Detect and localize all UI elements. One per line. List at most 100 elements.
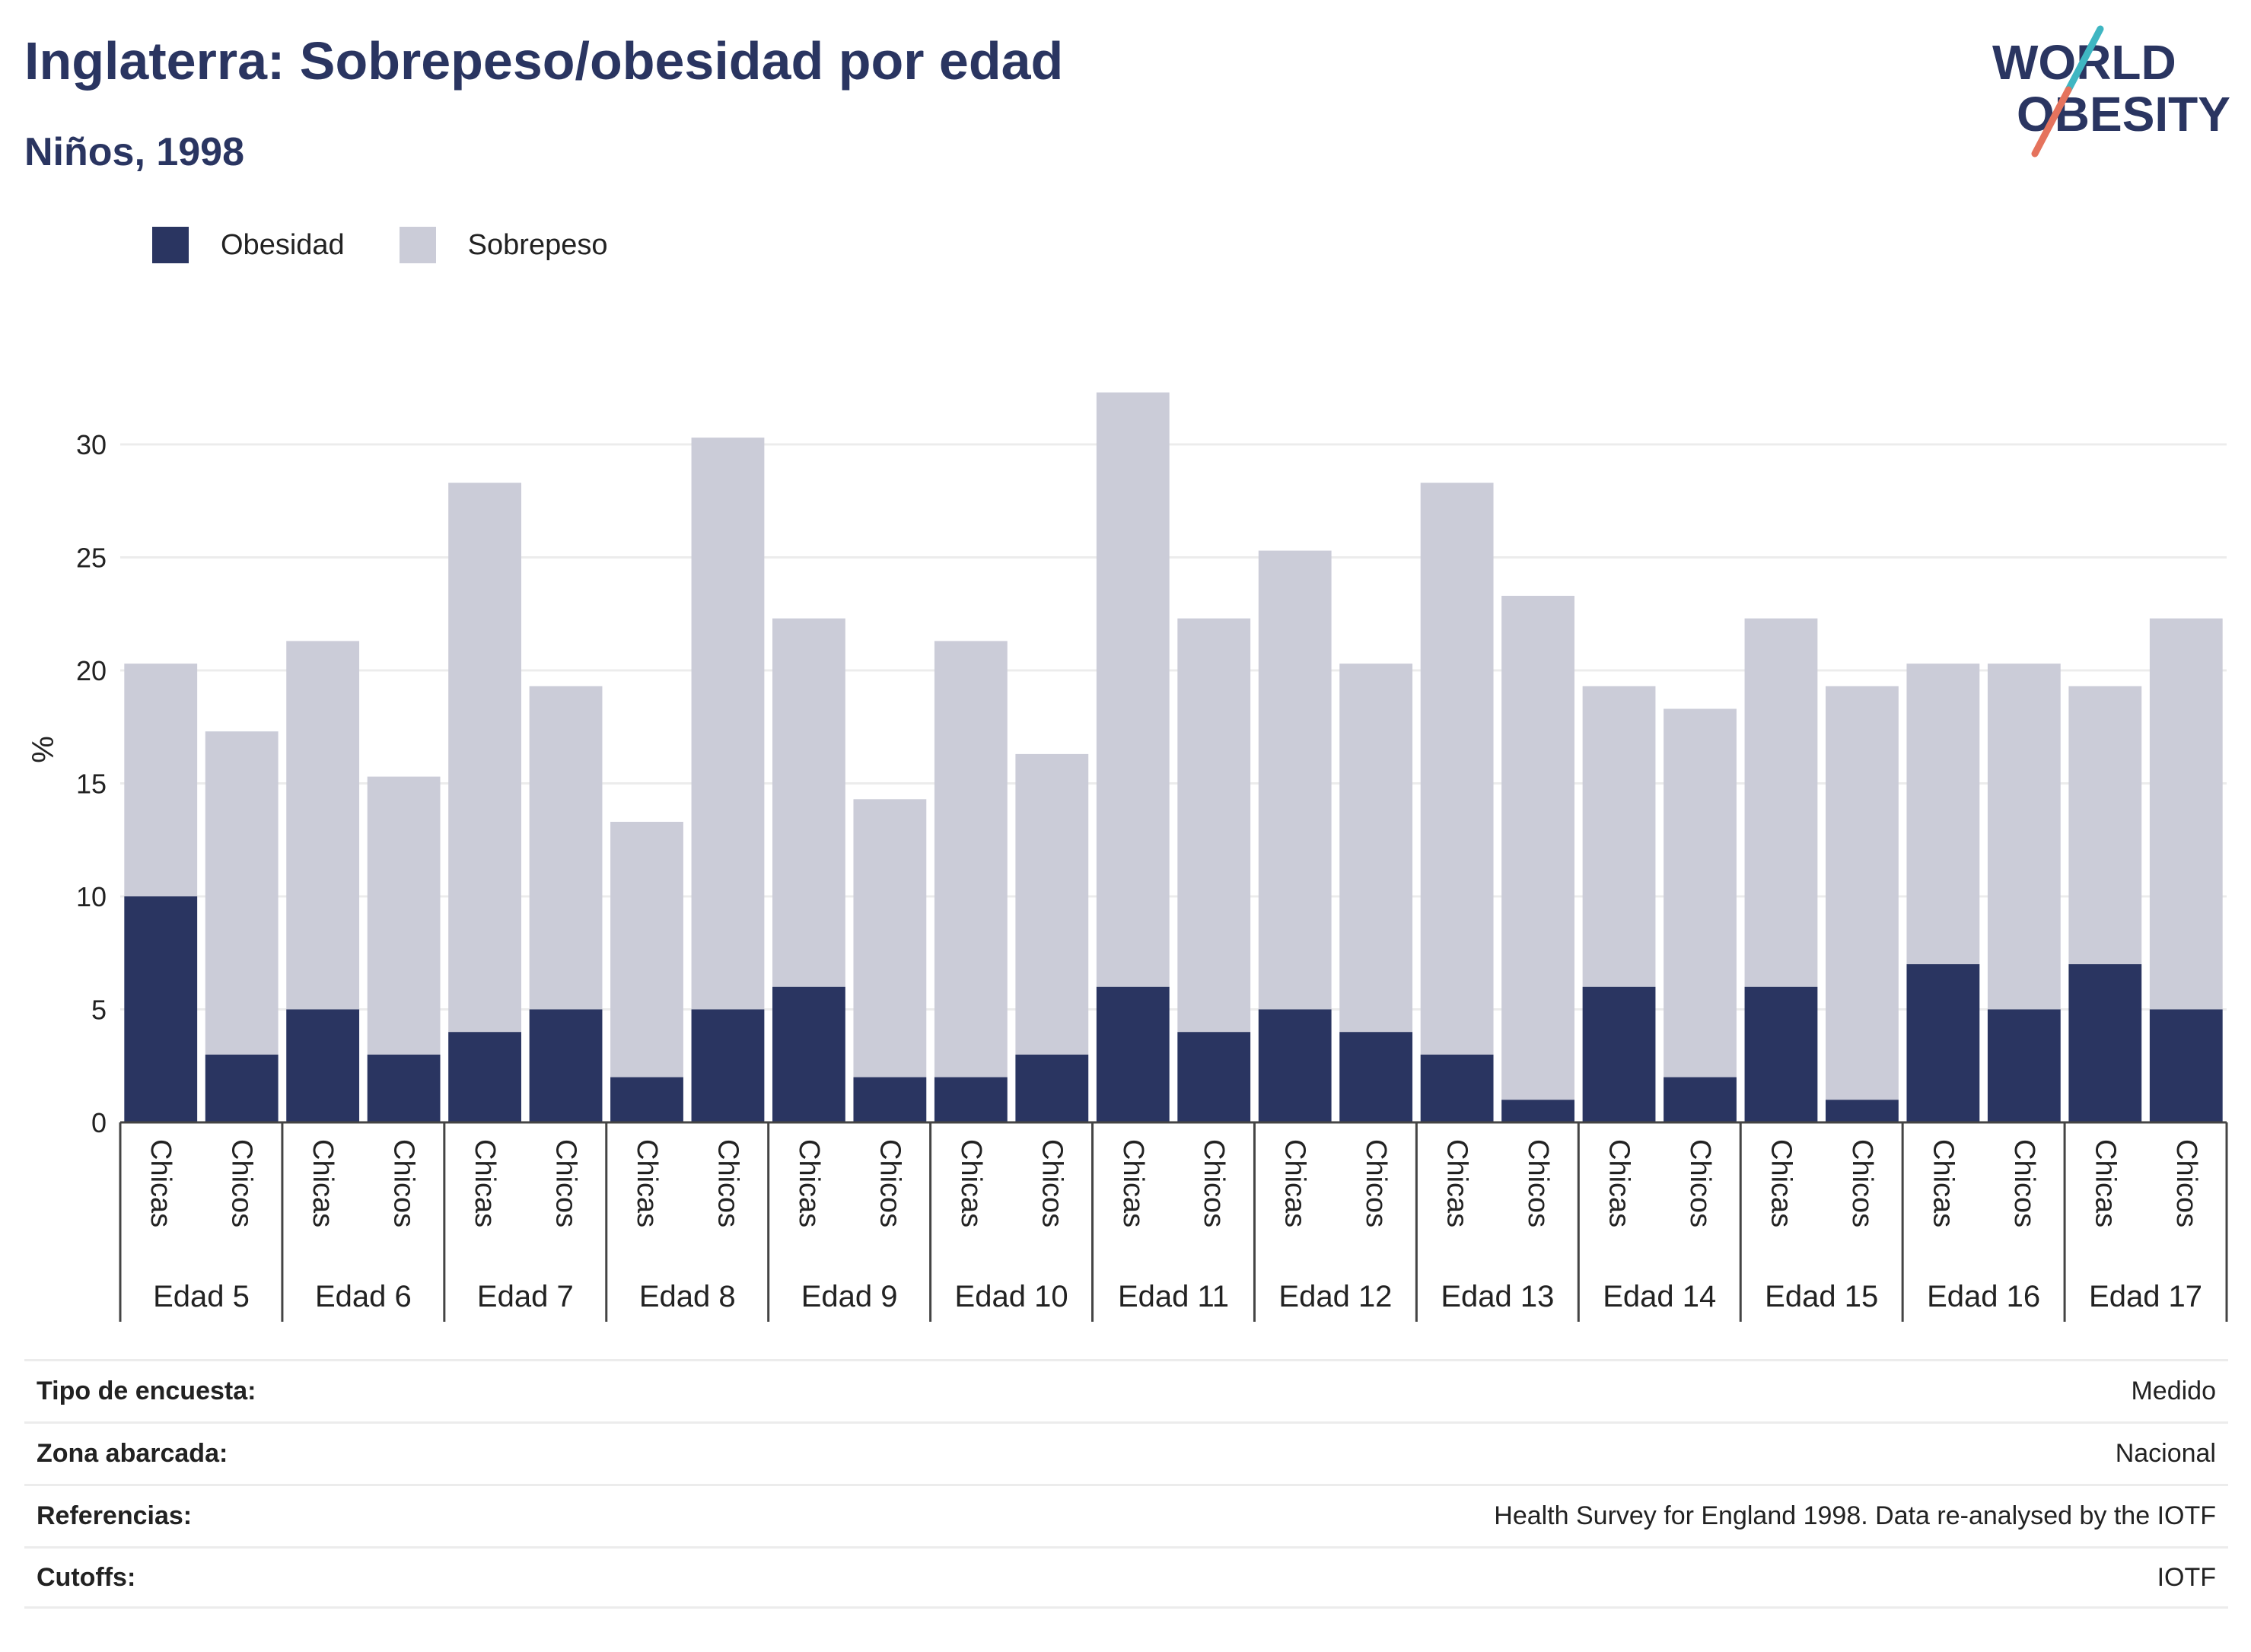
legend-swatch-sobrepeso bbox=[399, 227, 436, 263]
bar-obesidad bbox=[610, 1077, 683, 1122]
bar-obesidad bbox=[1177, 1032, 1251, 1122]
x-subcategory-label: Chicos bbox=[1360, 1139, 1392, 1227]
bar-sobrepeso bbox=[1906, 664, 1980, 965]
bar-chart: 0 5 10 15 20 25 30% Chicas Chicos Chicas Chicos Chi… bbox=[27, 392, 2228, 1322]
meta-row-cutoffs: Cutoffs: IOTF bbox=[24, 1546, 2228, 1609]
bar-sobrepeso bbox=[1420, 482, 1494, 1055]
y-tick-label: 30 bbox=[76, 429, 107, 460]
bar-sobrepeso bbox=[1826, 686, 1899, 1100]
x-subcategory-label: Chicos bbox=[1036, 1139, 1068, 1227]
x-group-label: Edad 13 bbox=[1441, 1280, 1554, 1313]
legend-item-sobrepeso[interactable]: Sobrepeso bbox=[399, 227, 608, 263]
bar-obesidad bbox=[529, 1009, 603, 1122]
bar-sobrepeso bbox=[1501, 595, 1574, 1100]
legend-label-obesidad: Obesidad bbox=[221, 228, 345, 261]
meta-value: IOTF bbox=[2157, 1562, 2216, 1592]
bar-sobrepeso bbox=[367, 776, 441, 1055]
x-group-label: Edad 17 bbox=[2089, 1280, 2202, 1313]
bar-sobrepeso bbox=[286, 641, 360, 1010]
bar-sobrepeso bbox=[853, 799, 927, 1077]
bar-sobrepeso bbox=[1664, 708, 1737, 1077]
meta-key: Cutoffs: bbox=[37, 1562, 136, 1592]
x-subcategory-label: Chicos bbox=[226, 1139, 258, 1227]
x-subcategory-label: Chicas bbox=[307, 1139, 339, 1227]
y-tick-label: 25 bbox=[76, 543, 107, 574]
y-tick-label: 20 bbox=[76, 655, 107, 686]
bar-obesidad bbox=[124, 896, 198, 1122]
bar-sobrepeso bbox=[1339, 664, 1413, 1033]
bar-sobrepeso bbox=[691, 438, 765, 1010]
x-group-label: Edad 15 bbox=[1765, 1280, 1878, 1313]
meta-value: Health Survey for England 1998. Data re-… bbox=[1494, 1501, 2216, 1530]
x-subcategory-label: Chicos bbox=[874, 1139, 906, 1227]
bar-obesidad bbox=[772, 986, 845, 1122]
bar-obesidad bbox=[1420, 1054, 1494, 1122]
y-axis-label: % bbox=[27, 736, 60, 763]
bar-sobrepeso bbox=[1744, 618, 1818, 987]
bar-sobrepeso bbox=[1015, 753, 1089, 1055]
bar-obesidad bbox=[367, 1054, 441, 1122]
y-tick-label: 10 bbox=[76, 881, 107, 912]
bar-obesidad bbox=[2149, 1009, 2223, 1122]
bar-obesidad bbox=[1664, 1077, 1737, 1122]
x-subcategory-label: Chicos bbox=[388, 1139, 420, 1227]
bar-obesidad bbox=[1015, 1054, 1089, 1122]
bar-obesidad bbox=[205, 1054, 279, 1122]
meta-row-references: Referencias: Health Survey for England 1… bbox=[24, 1484, 2228, 1546]
x-subcategory-label: Chicos bbox=[2170, 1139, 2202, 1227]
bar-obesidad bbox=[1906, 964, 1980, 1122]
x-subcategory-label: Chicas bbox=[469, 1139, 501, 1227]
world-obesity-logo: WORLD OBESITY bbox=[1992, 25, 2230, 158]
y-tick-label: 0 bbox=[91, 1107, 107, 1138]
bar-sobrepeso bbox=[610, 821, 683, 1077]
meta-value: Nacional bbox=[2115, 1439, 2216, 1468]
x-group-label: Edad 14 bbox=[1603, 1280, 1716, 1313]
bar-obesidad bbox=[1339, 1032, 1413, 1122]
legend-swatch-obesidad bbox=[152, 227, 189, 263]
meta-row-survey-type: Tipo de encuesta: Medido bbox=[24, 1359, 2228, 1421]
y-tick-label: 5 bbox=[91, 995, 107, 1026]
bar-obesidad bbox=[286, 1009, 360, 1122]
metadata-table: Tipo de encuesta: Medido Zona abarcada: … bbox=[24, 1359, 2228, 1609]
x-subcategory-label: Chicas bbox=[1765, 1139, 1797, 1227]
bar-sobrepeso bbox=[448, 482, 521, 1033]
x-group-label: Edad 10 bbox=[955, 1280, 1068, 1313]
meta-key: Referencias: bbox=[37, 1501, 193, 1530]
legend-item-obesidad[interactable]: Obesidad bbox=[152, 227, 345, 263]
meta-key: Tipo de encuesta: bbox=[37, 1377, 256, 1405]
bar-sobrepeso bbox=[1177, 618, 1251, 1033]
x-subcategory-label: Chicos bbox=[1198, 1139, 1230, 1227]
bar-obesidad bbox=[1826, 1100, 1899, 1122]
bar-obesidad bbox=[934, 1077, 1008, 1122]
meta-row-area: Zona abarcada: Nacional bbox=[24, 1421, 2228, 1484]
x-group-label: Edad 8 bbox=[639, 1280, 736, 1313]
bar-sobrepeso bbox=[124, 664, 198, 896]
bar-sobrepeso bbox=[772, 618, 845, 987]
bar-obesidad bbox=[1258, 1009, 1332, 1122]
bar-obesidad bbox=[853, 1077, 927, 1122]
bar-obesidad bbox=[1096, 986, 1170, 1122]
bar-sobrepeso bbox=[205, 731, 279, 1055]
x-subcategory-label: Chicas bbox=[1603, 1139, 1635, 1227]
x-subcategory-label: Chicas bbox=[1279, 1139, 1311, 1227]
legend-label-sobrepeso: Sobrepeso bbox=[467, 228, 608, 261]
page-title: Inglaterra: Sobrepeso/obesidad por edad bbox=[24, 31, 1064, 91]
x-subcategory-label: Chicas bbox=[1117, 1139, 1149, 1227]
x-group-label: Edad 7 bbox=[477, 1280, 574, 1313]
x-subcategory-label: Chicos bbox=[712, 1139, 743, 1227]
x-group-label: Edad 9 bbox=[801, 1280, 898, 1313]
bar-obesidad bbox=[691, 1009, 765, 1122]
bar-obesidad bbox=[1744, 986, 1818, 1122]
x-group-label: Edad 5 bbox=[153, 1280, 250, 1313]
x-subcategory-label: Chicos bbox=[2008, 1139, 2040, 1227]
y-tick-label: 15 bbox=[76, 769, 107, 800]
x-subcategory-label: Chicos bbox=[1846, 1139, 1878, 1227]
x-group-label: Edad 6 bbox=[315, 1280, 412, 1313]
meta-value: Medido bbox=[2131, 1377, 2216, 1405]
chart-legend: Obesidad Sobrepeso bbox=[152, 227, 662, 263]
bar-sobrepeso bbox=[1258, 550, 1332, 1010]
page-subtitle: Niños, 1998 bbox=[24, 130, 245, 174]
bar-obesidad bbox=[448, 1032, 521, 1122]
bar-obesidad bbox=[1501, 1100, 1574, 1122]
